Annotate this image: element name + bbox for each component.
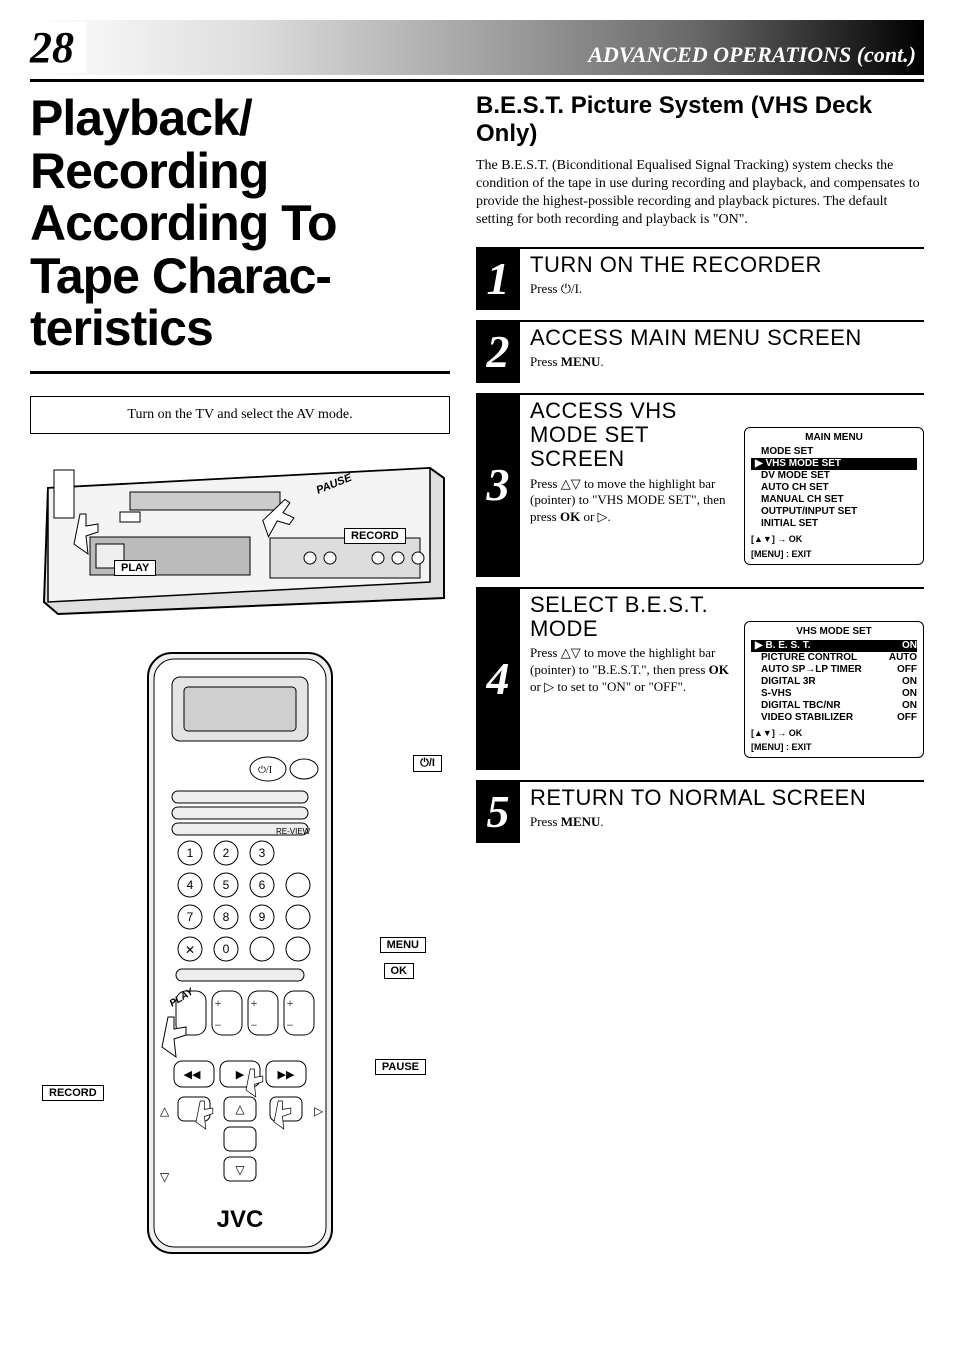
step-body: ACCESS MAIN MENU SCREEN Press MENU. (520, 320, 924, 383)
menu-item: AUTO SP→LP TIMEROFF (751, 664, 917, 676)
svg-text:3: 3 (259, 846, 266, 860)
vcr-record-label: RECORD (344, 528, 406, 544)
menu-item: DV MODE SET (751, 470, 917, 482)
menu-item: AUTO CH SET (751, 482, 917, 494)
svg-text:+: + (251, 996, 258, 1010)
step-body: RETURN TO NORMAL SCREEN Press MENU. (520, 780, 924, 843)
step-number: 2 (476, 320, 520, 383)
step-row: 3ACCESS VHS MODE SET SCREENPress △▽ to m… (476, 393, 924, 577)
svg-text:9: 9 (259, 910, 266, 924)
right-column: B.E.S.T. Picture System (VHS Deck Only) … (476, 92, 924, 1267)
svg-text:5: 5 (223, 878, 230, 892)
remote-pause-label: PAUSE (375, 1059, 426, 1075)
svg-text:▶: ▶ (236, 1069, 245, 1081)
menu-item: ▶ B. E. S. T.ON (751, 640, 917, 652)
svg-text:2: 2 (223, 846, 230, 860)
step-instruction: Press MENU. (530, 354, 924, 371)
header-rule (30, 79, 924, 82)
svg-text:▽: ▽ (160, 1170, 170, 1184)
remote-record-label: RECORD (42, 1085, 104, 1101)
step-number: 1 (476, 247, 520, 310)
intro-paragraph: The B.E.S.T. (Biconditional Equalised Si… (476, 157, 924, 229)
page-number: 28 (30, 22, 86, 73)
step-number: 4 (476, 587, 520, 771)
svg-text:−: − (287, 1018, 294, 1032)
menu-item: INITIAL SET (751, 518, 917, 530)
svg-text:✕: ✕ (185, 943, 195, 957)
menu-item: MODE SET (751, 446, 917, 458)
remote-menu-label: MENU (380, 937, 426, 953)
remote-power-label: ⏻/I (413, 755, 442, 772)
vcr-illustration: PAUSE PLAY RECORD (30, 452, 450, 637)
step-title: ACCESS MAIN MENU SCREEN (530, 326, 924, 350)
step-instruction: Press △▽ to move the highlight bar (poin… (530, 476, 734, 527)
svg-text:−: − (251, 1018, 258, 1032)
menu-item: ▶ VHS MODE SET (751, 458, 917, 470)
step-number: 5 (476, 780, 520, 843)
page-header: 28 ADVANCED OPERATIONS (cont.) (30, 20, 924, 75)
svg-text:RE-VIEW: RE-VIEW (276, 827, 311, 836)
menu-item: VIDEO STABILIZEROFF (751, 712, 917, 724)
section-title: ADVANCED OPERATIONS (cont.) (588, 42, 916, 68)
remote-svg: ⏻/I RE-VIEW 1 2 3 4 5 6 7 8 (100, 647, 380, 1267)
svg-text:0: 0 (223, 942, 230, 956)
main-menu-screen: MAIN MENUMODE SET▶ VHS MODE SETDV MODE S… (744, 427, 924, 565)
svg-text:△: △ (160, 1104, 170, 1118)
svg-text:1: 1 (187, 846, 194, 860)
heading-rule (30, 371, 450, 374)
step-row: 5 RETURN TO NORMAL SCREEN Press MENU. (476, 780, 924, 843)
menu-item: DIGITAL 3RON (751, 676, 917, 688)
step-body: ACCESS VHS MODE SET SCREENPress △▽ to mo… (520, 393, 924, 577)
svg-text:▷: ▷ (314, 1104, 324, 1118)
step-title: TURN ON THE RECORDER (530, 253, 924, 277)
svg-text:7: 7 (187, 910, 194, 924)
svg-text:8: 8 (223, 910, 230, 924)
svg-text:◀◀: ◀◀ (184, 1069, 201, 1081)
svg-text:4: 4 (187, 878, 194, 892)
vcr-play-label: PLAY (114, 560, 156, 576)
svg-text:6: 6 (259, 878, 266, 892)
step-number: 3 (476, 393, 520, 577)
menu-item: OUTPUT/INPUT SET (751, 506, 917, 518)
step-row: 1 TURN ON THE RECORDER Press ⏻/I. (476, 247, 924, 310)
step-title: ACCESS VHS MODE SET SCREEN (530, 399, 734, 472)
menu-item: PICTURE CONTROLAUTO (751, 652, 917, 664)
step-row: 4SELECT B.E.S.T. MODEPress △▽ to move th… (476, 587, 924, 771)
tv-note-box: Turn on the TV and select the AV mode. (30, 396, 450, 434)
step-row: 2 ACCESS MAIN MENU SCREEN Press MENU. (476, 320, 924, 383)
step-instruction: Press MENU. (530, 814, 924, 831)
steps-container: 1TURN ON THE RECORDERPress ⏻/I.2ACCESS M… (476, 247, 924, 843)
step-title: RETURN TO NORMAL SCREEN (530, 786, 924, 810)
svg-text:+: + (287, 996, 294, 1010)
svg-text:+: + (215, 996, 222, 1010)
menu-item: S-VHSON (751, 688, 917, 700)
svg-text:JVC: JVC (217, 1206, 264, 1233)
menu-item: DIGITAL TBC/NRON (751, 700, 917, 712)
svg-text:−: − (215, 1018, 222, 1032)
remote-illustration: ⏻/I RE-VIEW 1 2 3 4 5 6 7 8 (30, 647, 450, 1267)
step-instruction: Press ⏻/I. (530, 281, 924, 298)
left-column: Playback/ Recording According To Tape Ch… (30, 92, 450, 1267)
svg-text:▶▶: ▶▶ (278, 1069, 295, 1081)
svg-text:▽: ▽ (235, 1163, 245, 1177)
menu-item: MANUAL CH SET (751, 494, 917, 506)
step-instruction: Press △▽ to move the highlight bar (poin… (530, 645, 734, 696)
main-heading: Playback/ Recording According To Tape Ch… (30, 92, 450, 355)
svg-text:△: △ (235, 1102, 245, 1116)
svg-text:⏻/I: ⏻/I (258, 765, 272, 776)
vhs-mode-set-screen: VHS MODE SET▶ B. E. S. T.ONPICTURE CONTR… (744, 621, 924, 759)
step-body: SELECT B.E.S.T. MODEPress △▽ to move the… (520, 587, 924, 771)
step-body: TURN ON THE RECORDER Press ⏻/I. (520, 247, 924, 310)
subsection-heading: B.E.S.T. Picture System (VHS Deck Only) (476, 92, 924, 147)
remote-ok-label: OK (384, 963, 415, 979)
step-title: SELECT B.E.S.T. MODE (530, 593, 734, 641)
